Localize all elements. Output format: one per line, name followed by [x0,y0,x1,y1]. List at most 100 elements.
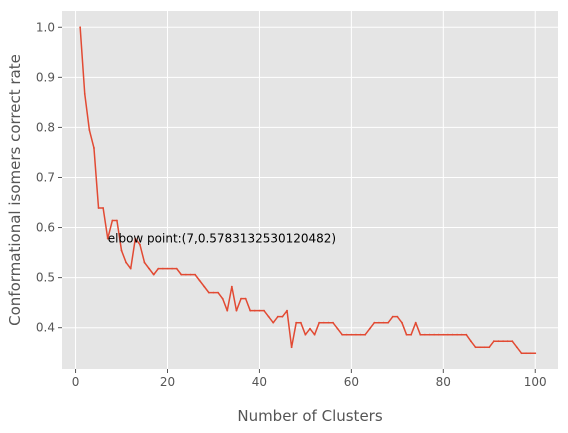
data-point [309,327,311,330]
data-point [93,147,95,149]
data-point [433,333,436,336]
data-series [79,26,537,355]
data-point [364,333,367,336]
data-point [162,267,164,270]
data-point [263,309,265,312]
y-tick-label: 0.8 [36,120,55,134]
data-point [511,340,514,343]
data-point [341,333,344,336]
data-point [240,297,242,300]
data-point [244,297,247,300]
x-tick-label: 80 [436,375,451,389]
data-point [111,219,114,222]
data-point [102,207,105,209]
data-point [180,273,183,276]
data-point [313,333,316,336]
data-point [184,273,187,276]
data-point [529,352,532,355]
data-point [267,315,270,318]
data-point [226,309,229,312]
data-point [295,321,298,324]
data-point [479,346,481,349]
data-point [401,321,403,324]
data-point [152,273,155,276]
data-point [148,267,151,270]
data-point [299,321,302,324]
data-point [217,291,219,294]
data-point [88,129,91,131]
y-tick-label: 0.7 [36,170,55,184]
plot-area [62,11,558,369]
x-tick-label: 100 [524,375,547,389]
data-point [322,321,325,324]
data-point [437,333,440,336]
data-point [157,267,160,270]
y-tick-label: 0.6 [36,221,55,235]
data-point [387,321,390,324]
data-point [520,352,523,355]
data-point [373,321,376,324]
y-tick-label: 0.9 [36,70,55,84]
data-point [506,340,509,343]
x-tick-label: 0 [72,375,80,389]
data-point [525,352,527,355]
data-point [460,333,463,336]
series-line [79,27,536,354]
data-point [474,346,477,349]
data-point [198,279,201,282]
data-point [125,261,128,264]
data-point [194,273,196,276]
data-point [235,309,238,312]
data-point [286,309,288,312]
data-point [391,315,394,318]
data-point [304,333,307,336]
data-point [355,333,357,336]
data-point [424,333,426,336]
data-point [258,309,261,312]
data-point [456,333,458,336]
y-tick-label: 1.0 [36,20,55,34]
data-point [129,267,132,270]
data-point [410,333,413,336]
x-tick-label: 60 [344,375,359,389]
data-point [249,309,252,312]
data-point [171,267,173,270]
annotations: elbow point:(7,0.5783132530120482) [108,231,336,245]
data-point [336,327,339,330]
data-point [272,321,275,324]
data-point [368,327,371,330]
y-tick-label: 0.4 [36,321,55,335]
data-point [492,340,495,343]
data-point [281,315,284,318]
data-point [327,321,330,324]
data-point [534,352,537,355]
data-point [442,333,445,336]
data-point [451,333,454,336]
data-point [116,219,118,222]
axis-ticks: 0 20 40 60 80 100 0.4 0.5 0.6 0.7 0.8 0.9 1.0 [36,20,547,389]
data-point [139,243,141,246]
data-point [276,315,279,318]
data-point [120,249,123,252]
data-point [290,346,293,349]
x-tick-label: 20 [160,375,175,389]
data-point [166,267,169,270]
data-point [212,291,215,294]
data-point [359,333,362,336]
data-point [414,321,417,324]
data-point [230,285,233,288]
data-point [502,340,504,343]
data-point [106,237,109,240]
data-point [79,26,82,29]
y-axis-label: Conformational isomers correct rate [6,54,24,326]
data-point [515,346,518,349]
data-point [143,261,146,264]
data-point [175,267,178,270]
data-point [469,340,472,343]
data-point [483,346,486,349]
data-point [318,321,321,324]
data-point [203,285,206,288]
data-point [253,309,256,312]
data-point [189,273,192,276]
